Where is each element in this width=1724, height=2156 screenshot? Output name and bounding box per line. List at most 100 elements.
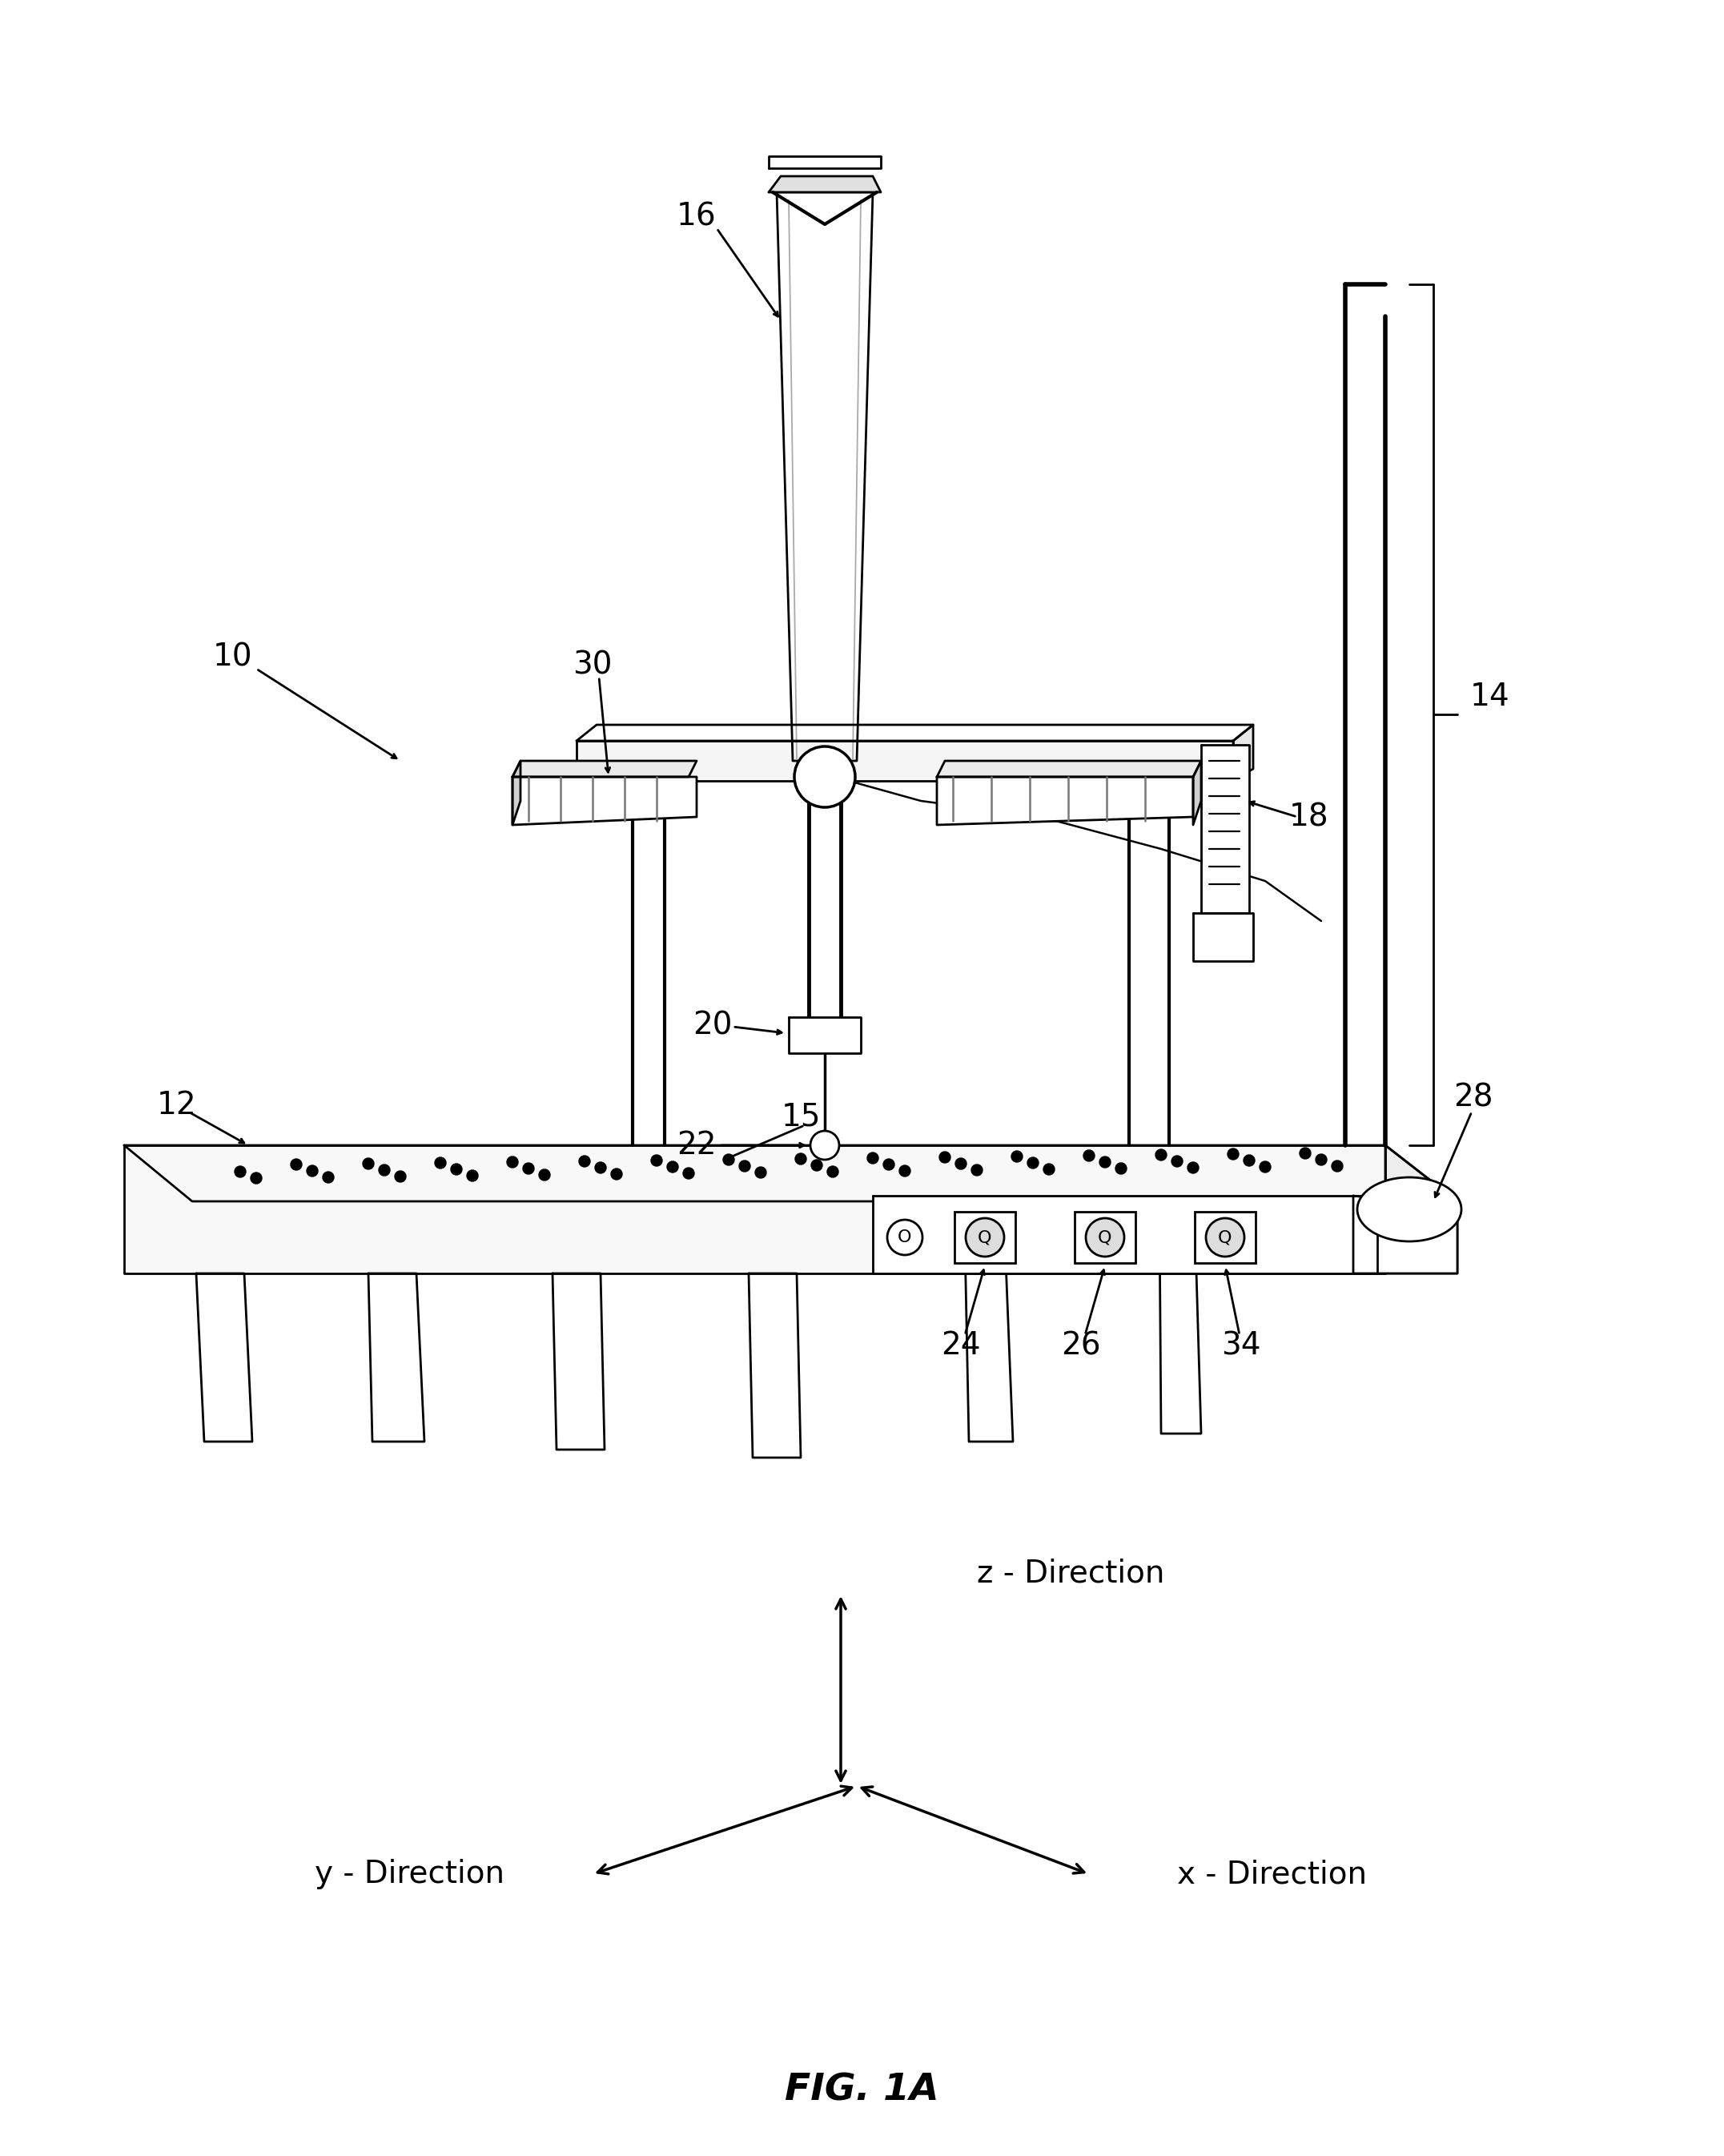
Text: 20: 20 [693,1009,733,1041]
Circle shape [1300,1147,1310,1160]
Circle shape [1012,1151,1022,1162]
Polygon shape [1193,761,1202,826]
Text: 28: 28 [1453,1082,1493,1112]
Polygon shape [1353,1197,1457,1274]
Circle shape [1188,1162,1198,1173]
Polygon shape [872,1197,1377,1274]
Circle shape [812,1160,822,1171]
Text: 10: 10 [212,642,252,673]
Circle shape [540,1169,550,1181]
Circle shape [1172,1156,1183,1166]
Circle shape [810,1132,840,1160]
Circle shape [955,1158,967,1169]
Text: z - Direction: z - Direction [978,1559,1165,1589]
Polygon shape [552,1274,605,1449]
Polygon shape [936,761,1202,776]
Circle shape [1205,1218,1245,1257]
Circle shape [507,1156,519,1169]
Polygon shape [1160,1218,1202,1434]
Text: 16: 16 [678,201,717,231]
Text: 24: 24 [941,1330,981,1360]
Circle shape [883,1160,895,1171]
Circle shape [307,1164,317,1177]
Polygon shape [790,1018,860,1052]
Circle shape [1155,1149,1167,1160]
Circle shape [1243,1156,1255,1166]
Circle shape [1028,1158,1038,1169]
Ellipse shape [1357,1177,1462,1242]
Circle shape [652,1156,662,1166]
Circle shape [740,1160,750,1171]
Circle shape [234,1166,247,1177]
Text: Q: Q [978,1229,991,1246]
Text: 22: 22 [678,1130,717,1160]
Text: 12: 12 [157,1091,197,1121]
Circle shape [971,1164,983,1175]
Circle shape [250,1173,262,1184]
Circle shape [867,1153,879,1164]
Polygon shape [769,155,881,168]
Circle shape [1115,1162,1127,1175]
Polygon shape [748,1274,800,1457]
Circle shape [379,1164,390,1175]
Circle shape [1083,1149,1095,1162]
Circle shape [965,1218,1003,1257]
Polygon shape [512,761,696,776]
Text: Q: Q [1219,1229,1233,1246]
Polygon shape [769,177,881,192]
Circle shape [1227,1149,1240,1160]
Circle shape [522,1162,534,1175]
Circle shape [667,1162,678,1173]
Polygon shape [576,742,1233,780]
Text: FIG. 1A: FIG. 1A [784,2072,940,2109]
Circle shape [722,1153,734,1164]
Polygon shape [512,761,521,826]
Polygon shape [778,192,872,761]
Text: 26: 26 [1062,1330,1102,1360]
Polygon shape [124,1145,1386,1274]
Circle shape [795,1153,807,1164]
Circle shape [1331,1160,1343,1171]
Circle shape [683,1169,695,1179]
Circle shape [828,1166,838,1177]
Text: O: O [898,1229,912,1246]
Text: 34: 34 [1221,1330,1260,1360]
Polygon shape [369,1274,424,1442]
Polygon shape [1193,912,1253,962]
Circle shape [291,1160,302,1171]
Polygon shape [1386,1145,1457,1274]
Text: Q: Q [1098,1229,1112,1246]
Polygon shape [965,1242,1014,1442]
Circle shape [940,1151,950,1162]
Circle shape [888,1220,922,1255]
Polygon shape [1233,724,1253,780]
Text: x - Direction: x - Direction [1177,1858,1367,1889]
Text: 15: 15 [781,1102,821,1132]
Polygon shape [1202,744,1250,912]
Circle shape [1315,1153,1327,1164]
Circle shape [1086,1218,1124,1257]
Circle shape [322,1171,334,1184]
Circle shape [579,1156,590,1166]
Circle shape [450,1164,462,1175]
Circle shape [755,1166,765,1177]
Polygon shape [936,776,1193,826]
Text: 14: 14 [1469,681,1508,711]
Bar [955,1212,1015,1263]
Polygon shape [197,1274,252,1442]
Text: 30: 30 [572,649,612,679]
Text: 18: 18 [1290,802,1329,832]
Circle shape [1260,1162,1271,1173]
Polygon shape [512,776,696,826]
Circle shape [900,1164,910,1177]
Circle shape [795,746,855,806]
Circle shape [362,1158,374,1169]
Circle shape [395,1171,405,1181]
Bar [1195,1212,1255,1263]
Circle shape [467,1171,478,1181]
Circle shape [595,1162,607,1173]
Circle shape [1043,1164,1055,1175]
Polygon shape [124,1145,1457,1201]
Circle shape [434,1158,447,1169]
Polygon shape [576,724,1253,742]
